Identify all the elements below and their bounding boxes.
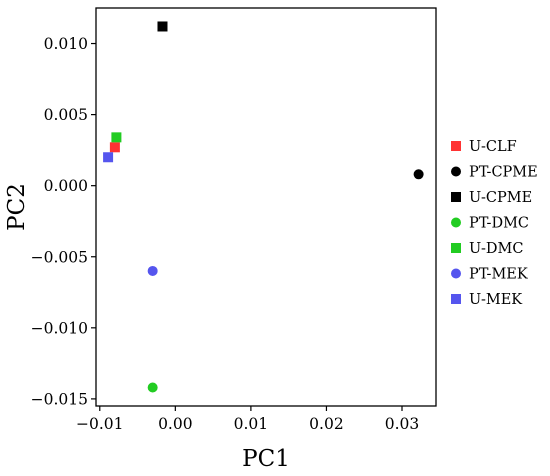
legend-label-u-mek: U-MEK — [469, 292, 523, 308]
data-point-pt-dmc — [147, 382, 158, 393]
data-point-u-dmc — [111, 132, 122, 143]
axes — [95, 7, 437, 407]
legend-marker-u-mek — [451, 294, 461, 304]
y-tick-label: −0.010 — [31, 319, 88, 337]
data-point-pt-mek — [147, 265, 158, 276]
legend-label-u-dmc: U-DMC — [469, 241, 523, 257]
y-tick-label: 0.010 — [44, 35, 88, 53]
y-tick-label: 0.000 — [44, 177, 88, 195]
legend-label-pt-cpme: PT-CPME — [469, 165, 538, 181]
y-axis-title: PC2 — [4, 183, 30, 231]
legend-marker-u-clf — [451, 141, 461, 151]
y-tick-label: 0.005 — [44, 106, 88, 124]
legend-marker-pt-cpme — [451, 166, 461, 177]
data-points — [103, 21, 424, 393]
x-tick-label: 0.02 — [309, 415, 344, 433]
legend: U-CLF PT-CPME U-CPME PT-DMC U-DMC PT-MEK U-MEK — [451, 139, 538, 308]
legend-marker-pt-dmc — [451, 217, 461, 228]
plot-frame — [95, 7, 437, 407]
data-point-u-cpme — [157, 21, 168, 32]
legend-marker-pt-mek — [451, 268, 461, 279]
ticks: −0.01 0.00 0.01 0.02 0.03 −0.015 −0.010 −0.005 0… — [31, 35, 420, 433]
x-axis-title: PC1 — [242, 446, 290, 472]
y-tick-label: −0.015 — [31, 390, 88, 408]
legend-marker-u-dmc — [451, 243, 461, 253]
x-tick-label: −0.01 — [76, 415, 124, 433]
data-point-u-mek — [103, 152, 114, 163]
legend-label-pt-mek: PT-MEK — [469, 267, 529, 283]
x-tick-label: 0.03 — [385, 415, 420, 433]
data-point-pt-cpme — [413, 169, 424, 180]
legend-marker-u-cpme — [451, 192, 461, 202]
x-tick-label: 0.00 — [158, 415, 193, 433]
data-point-u-clf — [109, 142, 120, 153]
legend-label-u-clf: U-CLF — [469, 139, 517, 155]
legend-label-u-cpme: U-CPME — [469, 190, 532, 206]
legend-label-pt-dmc: PT-DMC — [469, 216, 529, 232]
x-tick-label: 0.01 — [234, 415, 269, 433]
y-tick-label: −0.005 — [31, 248, 88, 266]
